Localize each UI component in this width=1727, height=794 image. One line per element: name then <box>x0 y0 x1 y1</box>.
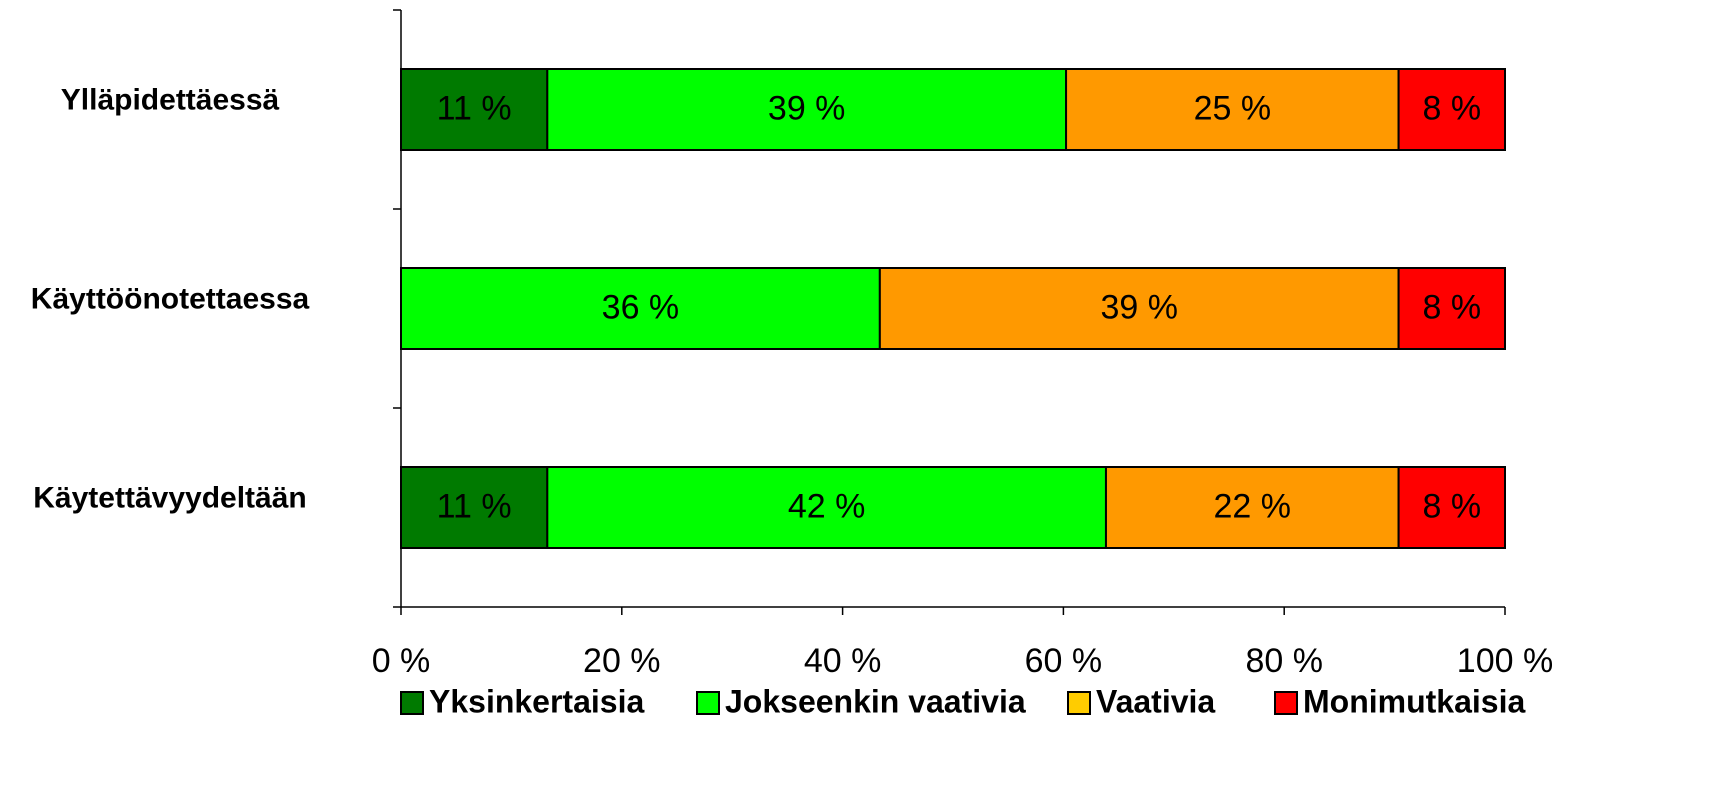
legend-swatch <box>400 691 424 715</box>
legend-label: Vaativia <box>1096 683 1215 719</box>
bar-segment <box>400 68 549 151</box>
bar-segment <box>1397 466 1506 549</box>
value-label: 22 % <box>1214 487 1292 525</box>
bar-segment <box>1397 68 1506 151</box>
value-label: 11 % <box>437 89 512 127</box>
bar-segment <box>546 68 1068 151</box>
bar-segment <box>1397 267 1506 350</box>
value-label: 36 % <box>602 288 680 326</box>
bar-segment <box>1104 466 1400 549</box>
x-tick-label: 0 % <box>372 642 431 680</box>
value-label: 42 % <box>788 487 866 525</box>
bar-segment <box>546 466 1107 549</box>
bar-segment <box>1065 68 1400 151</box>
legend-swatch <box>1067 691 1091 715</box>
x-tick-label: 80 % <box>1245 642 1323 680</box>
value-label: 8 % <box>1422 89 1481 127</box>
x-tick-label: 40 % <box>804 642 882 680</box>
category-label: Käytettävyydeltään <box>33 481 306 514</box>
x-tick-label: 100 % <box>1457 642 1553 680</box>
legend-label: Yksinkertaisia <box>429 683 644 719</box>
x-tick-label: 60 % <box>1025 642 1103 680</box>
value-label: 39 % <box>768 89 846 127</box>
bar-segment <box>878 267 1400 350</box>
legend-swatch <box>696 691 720 715</box>
value-label: 39 % <box>1100 288 1178 326</box>
legend-label: Jokseenkin vaativia <box>725 683 1026 719</box>
legend-swatch <box>1274 691 1298 715</box>
bar-segment <box>400 267 881 350</box>
x-tick-label: 20 % <box>583 642 661 680</box>
value-label: 8 % <box>1422 487 1481 525</box>
value-label: 8 % <box>1422 288 1481 326</box>
category-label: Käyttöönotettaessa <box>31 282 310 315</box>
legend-label: Monimutkaisia <box>1303 683 1525 719</box>
category-label: Ylläpidettäessä <box>61 83 280 116</box>
value-label: 11 % <box>437 487 512 525</box>
value-label: 25 % <box>1194 89 1272 127</box>
